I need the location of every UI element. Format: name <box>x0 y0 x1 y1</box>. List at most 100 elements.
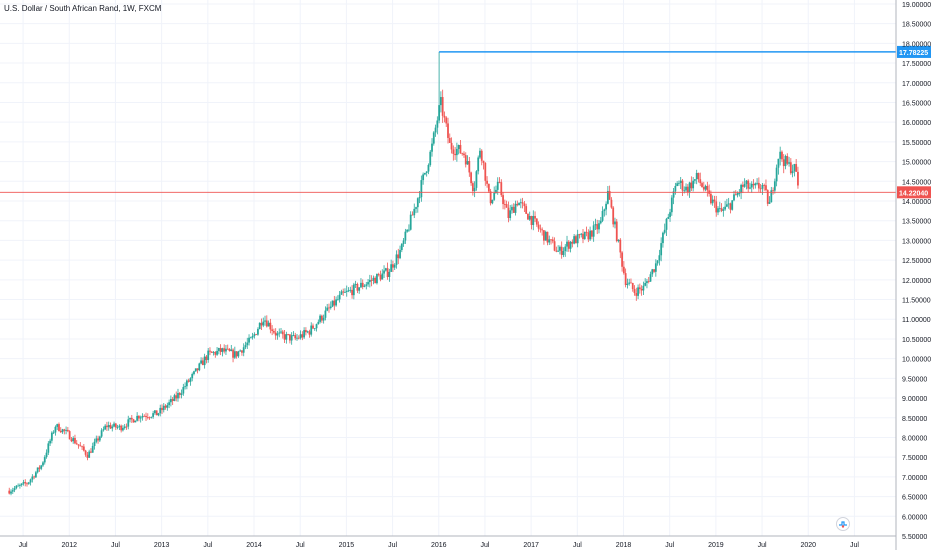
candle-body <box>98 436 101 441</box>
candle-body <box>503 204 506 205</box>
candle <box>59 427 62 434</box>
price-tick-label: 17.00000 <box>902 81 931 88</box>
candle-body <box>574 236 577 244</box>
price-tick-label: 8.00000 <box>902 435 927 442</box>
candle <box>374 276 377 284</box>
candle <box>324 306 327 321</box>
candle-body <box>265 320 268 327</box>
candle-body <box>491 199 494 204</box>
candle-body <box>583 231 586 240</box>
candle <box>10 489 12 496</box>
price-tick-label: 6.50000 <box>902 495 927 502</box>
price-tick-label: 16.00000 <box>902 120 931 127</box>
candle-body <box>601 211 604 221</box>
candle-body <box>457 144 460 149</box>
candle <box>392 260 394 273</box>
candle <box>749 182 751 190</box>
candle <box>95 435 98 444</box>
candle <box>74 434 76 445</box>
candle-body <box>598 223 600 230</box>
candle-body <box>253 334 256 337</box>
candle <box>420 175 423 202</box>
candle-body <box>306 331 309 333</box>
candle-body <box>38 467 41 469</box>
candle-body <box>450 142 453 150</box>
candle-body <box>392 264 394 268</box>
tradingview-logo-icon[interactable] <box>836 517 850 531</box>
candle <box>262 317 265 328</box>
candle-body <box>404 231 407 241</box>
candle-body <box>193 371 195 375</box>
candle <box>361 279 364 290</box>
candle <box>541 227 544 236</box>
candle-body <box>710 193 712 204</box>
candle <box>464 152 467 168</box>
candle <box>210 351 213 353</box>
candle-body <box>106 425 108 428</box>
candle <box>553 237 556 252</box>
candle-body <box>22 482 25 484</box>
candle <box>752 179 755 190</box>
candle <box>530 215 533 230</box>
candle-body <box>534 215 536 219</box>
candle-body <box>750 183 753 188</box>
candle <box>116 424 119 430</box>
candle <box>649 271 652 282</box>
candle-body <box>363 285 366 287</box>
candle <box>299 330 302 340</box>
candle <box>400 243 403 253</box>
candle-body <box>649 274 652 282</box>
candle-body <box>209 350 211 352</box>
candle-body <box>706 185 709 191</box>
price-axis: 19.00000 18.50000 18.00000 17.50000 17.00000… <box>895 0 931 550</box>
candle <box>562 247 565 258</box>
candle <box>239 349 242 352</box>
candle <box>248 334 250 346</box>
candle <box>33 475 36 480</box>
candle-body <box>638 287 641 290</box>
candle-body <box>132 419 135 423</box>
time-tick-label: Jul <box>758 542 767 549</box>
candle-body <box>448 137 451 143</box>
candle <box>493 186 496 201</box>
candle-body <box>557 250 560 252</box>
candle <box>340 289 343 295</box>
candle-body <box>519 202 522 204</box>
candle <box>589 226 592 242</box>
candle-body <box>358 287 361 291</box>
candle <box>86 452 89 461</box>
time-tick-label: 2020 <box>800 542 816 549</box>
candle-body <box>178 393 181 395</box>
candle-body <box>772 190 774 192</box>
candle <box>313 327 316 331</box>
candle <box>326 303 329 312</box>
candle-body <box>262 321 265 326</box>
candle <box>8 487 11 495</box>
candle <box>496 177 499 195</box>
candle <box>320 314 323 323</box>
candle-body <box>241 350 243 353</box>
price-tick-label: 14.50000 <box>902 179 931 186</box>
candle-body <box>304 330 307 333</box>
candle <box>81 445 83 450</box>
candle <box>399 245 401 260</box>
candle <box>662 231 664 248</box>
candle <box>162 403 165 413</box>
candle-body <box>278 332 281 334</box>
candle <box>772 187 774 195</box>
candle <box>260 318 263 330</box>
candle <box>241 350 243 356</box>
candle <box>452 145 455 161</box>
candle <box>653 269 655 273</box>
candle-body <box>333 300 336 306</box>
candle-body <box>223 348 226 352</box>
candle-body <box>589 230 592 240</box>
candle-body <box>518 202 520 206</box>
candle <box>228 348 231 352</box>
candle <box>271 325 274 336</box>
candle-body <box>294 335 297 339</box>
candle-body <box>388 271 391 278</box>
candle <box>537 221 540 232</box>
